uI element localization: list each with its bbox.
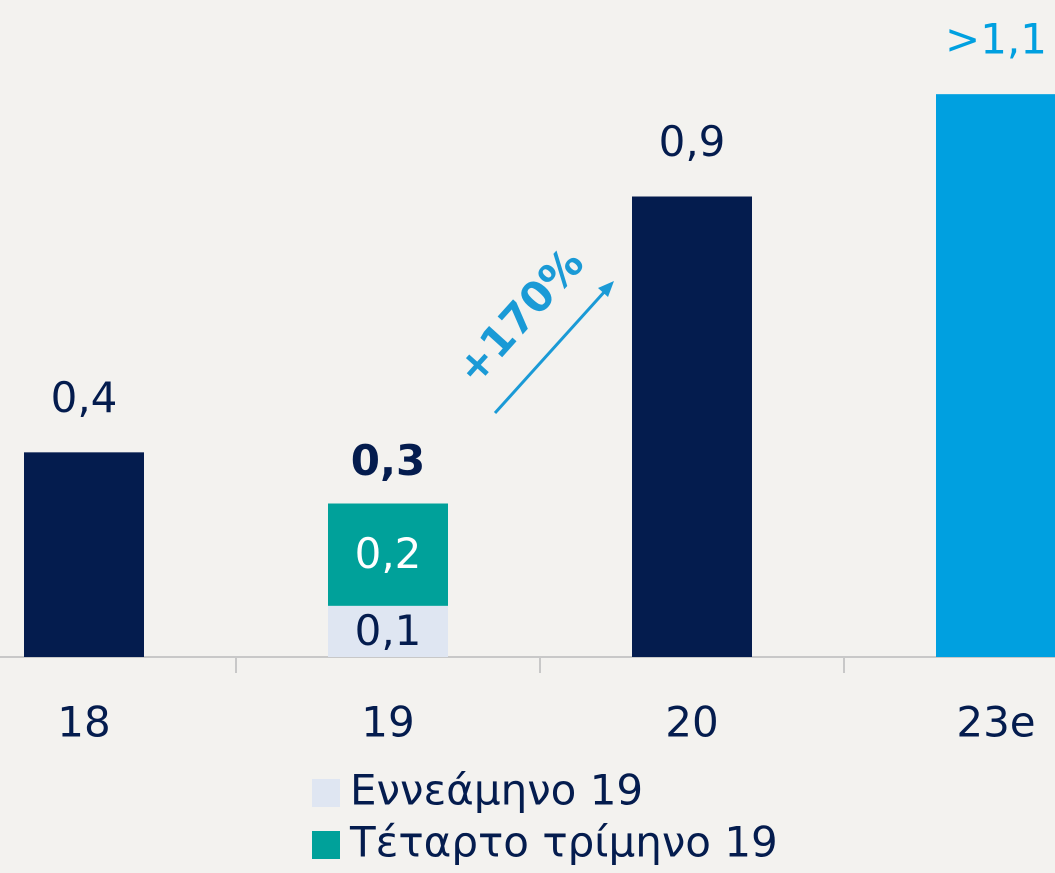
bar <box>632 196 752 657</box>
x-tick-label: 20 <box>665 698 718 747</box>
value-label: 0,4 <box>51 373 118 422</box>
value-label: 0,9 <box>659 117 726 166</box>
legend-label: Τέταρτο τρίμηνο 19 <box>349 818 778 867</box>
annotation-arrow <box>493 288 608 415</box>
legend-swatch <box>312 831 340 859</box>
value-label: >1,1 <box>945 15 1047 64</box>
x-tick-label: 23e <box>956 698 1035 747</box>
segment-label: 0,2 <box>355 529 422 578</box>
legend-swatch <box>312 779 340 807</box>
legend-label: Εννεάμηνο 19 <box>350 766 643 815</box>
segment-label: 0,1 <box>355 606 422 655</box>
bar-segment <box>328 503 448 606</box>
x-tick-label: 19 <box>361 698 414 747</box>
bar <box>24 452 144 657</box>
total-label: 0,3 <box>351 436 425 485</box>
x-tick-label: 18 <box>57 698 110 747</box>
bar <box>936 94 1055 657</box>
annotation-arrowhead <box>598 281 614 297</box>
bar-segment <box>328 605 448 657</box>
